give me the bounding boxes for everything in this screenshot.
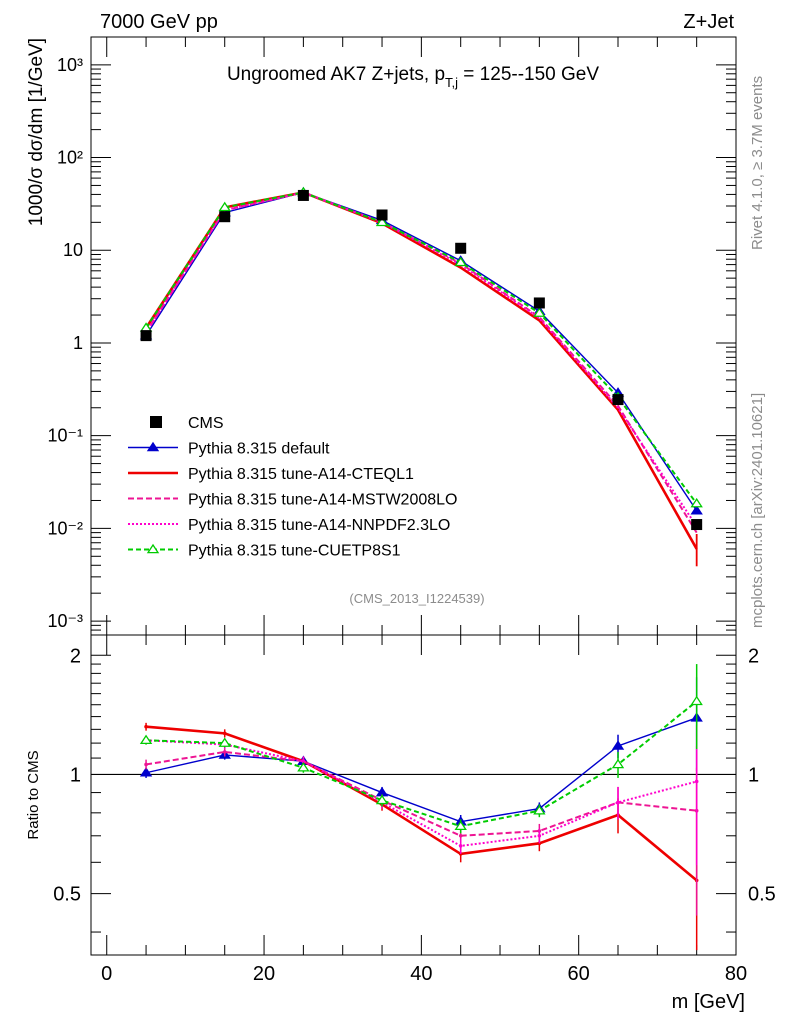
ratio-marker bbox=[144, 762, 148, 767]
data-point bbox=[219, 211, 231, 223]
data-point bbox=[376, 209, 388, 221]
main-axes: 10⁻³ 10⁻² 10⁻¹ 1 10 10² 10³ bbox=[47, 55, 736, 631]
x-tick-label: 0 bbox=[101, 963, 112, 985]
ratio-tick-label-right: 0.5 bbox=[748, 884, 776, 906]
ratio-tick-label-left: 1 bbox=[70, 764, 81, 786]
x-tick-label: 80 bbox=[725, 963, 747, 985]
ratio-marker bbox=[611, 740, 625, 750]
main-marker bbox=[454, 256, 467, 267]
ratio-axes: 0.5 0.5 1 1 2 2 bbox=[53, 645, 776, 933]
ratio-marker bbox=[537, 833, 542, 838]
series-line-ratio bbox=[145, 725, 698, 882]
series-line-main bbox=[144, 191, 698, 550]
data-point bbox=[140, 330, 152, 342]
side-label-bottom: mcplots.cern.ch [arXiv:2401.10621] bbox=[749, 393, 766, 628]
series-line-ratio bbox=[146, 700, 698, 828]
analysis-tag: (CMS_2013_I1224539) bbox=[349, 591, 484, 606]
ratio-marker bbox=[454, 820, 467, 831]
ratio-marker bbox=[222, 750, 227, 754]
header-right: Z+Jet bbox=[683, 11, 734, 33]
x-tick-label: 60 bbox=[568, 963, 590, 985]
legend-label: Pythia 8.315 tune-CUETP8S1 bbox=[188, 543, 401, 560]
legend-label: Pythia 8.315 tune-A14-NNPDF2.3LO bbox=[188, 517, 450, 534]
ratio-marker bbox=[694, 779, 699, 784]
ratio-tick-label-left: 0.5 bbox=[53, 884, 81, 906]
ratio-tick-label-right: 1 bbox=[748, 764, 759, 786]
y-tick-label: 10⁻³ bbox=[47, 611, 83, 631]
y-tick-label: 1 bbox=[73, 333, 83, 353]
x-axis-ticks: 0 20 40 60 80 bbox=[101, 37, 747, 985]
series-line-main bbox=[145, 191, 698, 505]
ratio-marker bbox=[533, 805, 546, 815]
ratio-panel-frame bbox=[90, 634, 737, 956]
legend-marker bbox=[150, 416, 162, 428]
ratio-marker bbox=[301, 759, 306, 764]
data-point bbox=[533, 297, 545, 309]
x-axis-label: m [GeV] bbox=[672, 991, 745, 1013]
data-point bbox=[612, 394, 624, 406]
ratio-tick-label-left: 2 bbox=[70, 645, 81, 667]
ratio-marker bbox=[458, 833, 463, 838]
ratio-marker bbox=[611, 758, 625, 769]
header-left: 7000 GeV pp bbox=[100, 11, 218, 33]
y-tick-label: 10³ bbox=[57, 55, 83, 75]
data-point bbox=[297, 189, 309, 201]
ratio-marker bbox=[144, 724, 148, 729]
legend: CMS Pythia 8.315 default Pythia 8.315 tune… bbox=[128, 415, 457, 560]
y-axis-label-main: 1000/σ dσ/dm [1/GeV] bbox=[26, 38, 47, 226]
ratio-marker bbox=[375, 794, 389, 805]
series-line-ratio bbox=[145, 717, 697, 823]
ratio-marker bbox=[139, 734, 153, 745]
y-tick-label: 10⁻² bbox=[47, 518, 83, 538]
x-tick-label: 20 bbox=[253, 963, 275, 985]
chart-title: Ungroomed AK7 Z+jets, pT,j = 125--150 Ge… bbox=[227, 64, 599, 90]
main-marker bbox=[690, 497, 703, 508]
ratio-marker bbox=[297, 762, 310, 772]
legend-label: Pythia 8.315 tune-A14-CTEQL1 bbox=[188, 466, 414, 483]
main-marker bbox=[533, 307, 546, 317]
ratio-tick-label-right: 2 bbox=[748, 645, 759, 667]
ratio-marker bbox=[222, 731, 227, 736]
legend-label: CMS bbox=[188, 415, 224, 432]
legend-marker bbox=[146, 441, 160, 452]
y-tick-label: 10 bbox=[63, 240, 83, 260]
legend-label: Pythia 8.315 tune-A14-MSTW2008LO bbox=[188, 492, 457, 509]
ratio-marker bbox=[616, 800, 620, 805]
data-point bbox=[455, 242, 467, 254]
legend-label: Pythia 8.315 default bbox=[188, 441, 330, 458]
y-tick-label: 10² bbox=[57, 148, 83, 168]
legend-marker bbox=[146, 543, 160, 554]
ratio-marker bbox=[139, 767, 153, 777]
main-plot-area bbox=[139, 186, 703, 567]
main-marker bbox=[375, 216, 389, 227]
main-marker bbox=[690, 505, 703, 515]
main-marker bbox=[218, 201, 231, 212]
y-tick-label: 10⁻¹ bbox=[47, 426, 83, 446]
data-point bbox=[691, 519, 703, 531]
ratio-marker bbox=[690, 695, 703, 706]
side-label-top: Rivet 4.1.0, ≥ 3.7M events bbox=[749, 76, 766, 250]
ratio-marker bbox=[218, 737, 231, 747]
ratio-marker bbox=[458, 844, 463, 848]
series-line-main bbox=[145, 191, 698, 527]
y-axis-label-ratio: Ratio to CMS bbox=[25, 750, 42, 839]
ratio-plot-area bbox=[139, 664, 703, 951]
series-line-main bbox=[145, 191, 698, 512]
x-tick-label: 40 bbox=[410, 963, 432, 985]
